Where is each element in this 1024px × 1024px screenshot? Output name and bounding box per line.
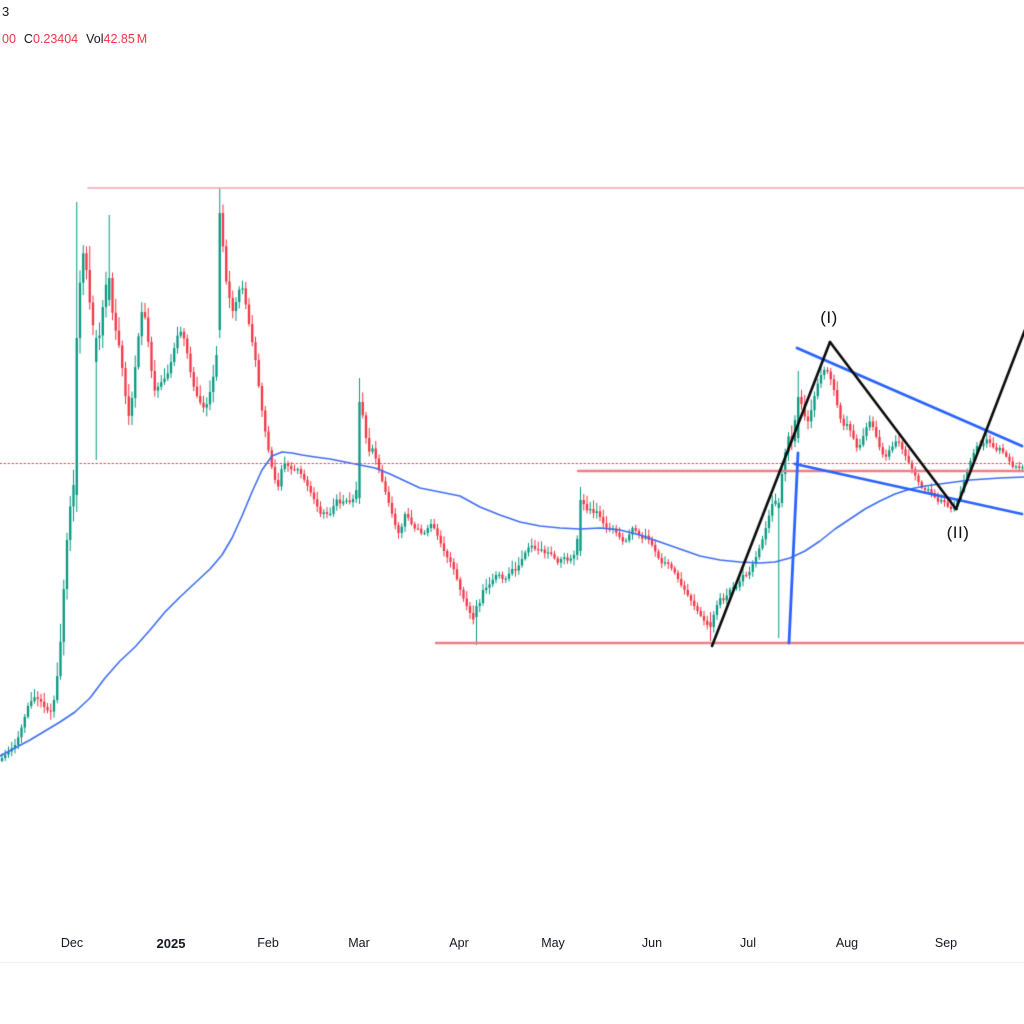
axis-label-mar: Mar [348, 936, 370, 950]
legend-line-1[interactable]: 3 [2, 4, 10, 19]
legend-close-label: C [23, 32, 33, 46]
axis-label-apr: Apr [449, 936, 469, 950]
axis-label-aug: Aug [835, 936, 859, 950]
axis-label-jun: Jun [641, 936, 663, 950]
legend-close-value: 0.23404 [32, 32, 79, 46]
axis-label-dec: Dec [60, 936, 84, 950]
axis-label-2025: 2025 [156, 936, 186, 951]
axis-label-sep: Sep [934, 936, 958, 950]
legend-line-2: 00 C0.23404 Vol42.85 M [2, 33, 147, 46]
time-axis[interactable]: Dec 2025 Feb Mar Apr May Jun Jul Aug Sep [0, 933, 1024, 957]
axis-label-may: May [541, 936, 565, 950]
axis-label-feb: Feb [257, 936, 279, 950]
legend-volume-unit: M [136, 32, 148, 46]
wave-label-one[interactable]: (I) [820, 308, 838, 327]
legend-volume-value: 42.85 [103, 32, 135, 46]
axis-label-jul: Jul [740, 936, 756, 950]
legend-open-fragment: 00 [2, 32, 16, 46]
legend-volume-label: Vol [86, 32, 104, 46]
symbol-legend: 3 00 C0.23404 Vol42.85 M [2, 2, 147, 46]
wave-label-two[interactable]: (II) [946, 523, 970, 542]
